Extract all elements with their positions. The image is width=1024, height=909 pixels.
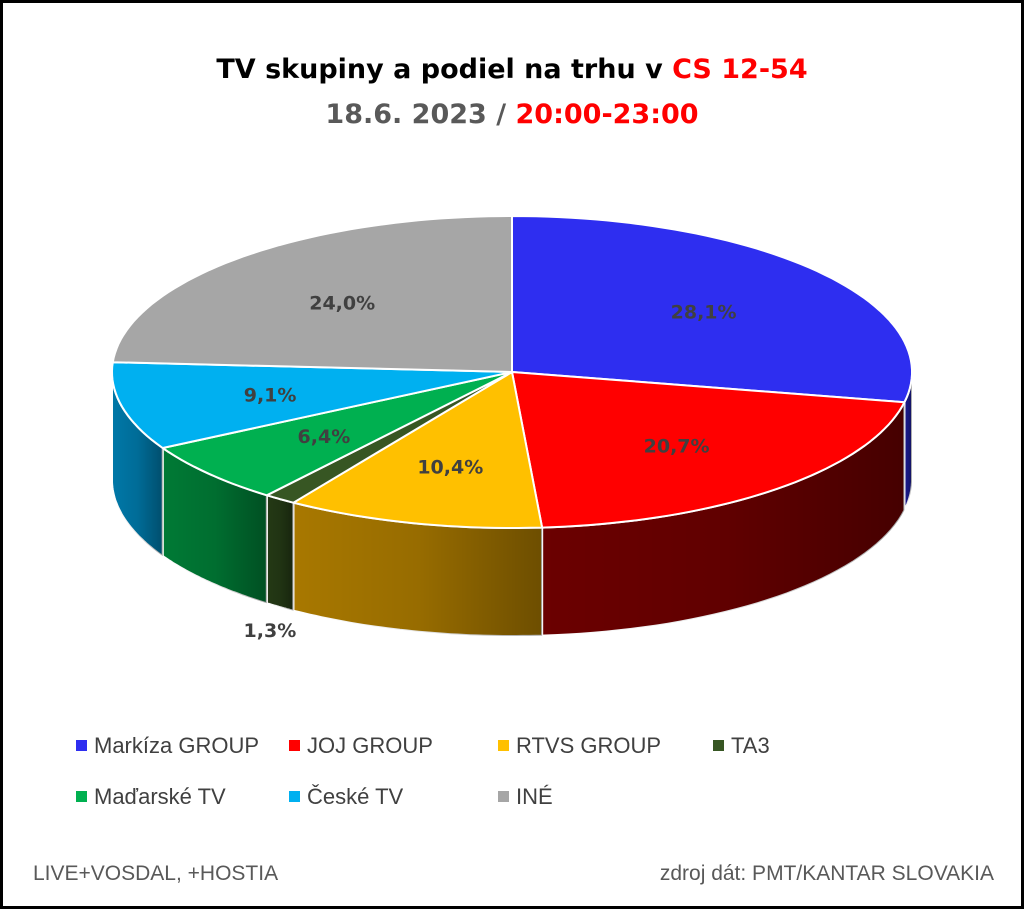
pie-tops	[111, 215, 913, 529]
legend-swatch-madarske-tv	[76, 791, 87, 802]
legend-label-ceske-tv: České TV	[307, 784, 404, 809]
data-label-ceske-tv: 9,1%	[244, 384, 297, 406]
chart-subtitle-part-2: 20:00-23:00	[516, 99, 699, 130]
legend-label-madarske-tv: Maďarské TV	[94, 784, 226, 809]
legend-swatch-joj-group	[289, 740, 300, 751]
pie-side-rtvs-group-shade	[293, 502, 543, 636]
pie-slice-madarske-tv	[161, 371, 513, 497]
legend-swatch-markiza-group	[76, 740, 87, 751]
pie-side-ceske-tv-shade	[112, 372, 163, 556]
legend-swatch-ceske-tv	[289, 791, 300, 802]
data-label-madarske-tv: 6,4%	[298, 426, 351, 448]
footer-left-note: LIVE+VOSDAL, +HOSTIA	[33, 862, 279, 885]
pie-side-markiza-group-shade	[904, 372, 912, 511]
legend-label-joj-group: JOJ GROUP	[307, 733, 433, 758]
chart-subtitle-part-1: 18.6. 2023 /	[325, 99, 515, 130]
pie-side-ta3-shade	[266, 495, 294, 611]
pie-slice-ta3	[265, 371, 513, 504]
data-label-ine: 24,0%	[309, 293, 375, 315]
legend-swatch-ta3	[713, 740, 724, 751]
chart-title-part-2: CS 12-54	[672, 54, 808, 85]
pie-side-joj-group-shade	[542, 402, 905, 636]
legend-swatch-ine	[498, 791, 509, 802]
footer-source-note: zdroj dát: PMT/KANTAR SLOVAKIA	[659, 862, 994, 885]
chart-title: TV skupiny a podiel na trhu v CS 12-54	[216, 54, 807, 85]
pie-sides	[111, 372, 913, 637]
legend-label-ta3: TA3	[731, 733, 770, 758]
pie-slice-ceske-tv	[111, 361, 513, 449]
data-label-rtvs-group: 10,4%	[417, 457, 483, 479]
pie-slice-markiza-group	[511, 215, 913, 404]
legend-label-ine: INÉ	[516, 784, 553, 809]
chart-title-part-1: TV skupiny a podiel na trhu v	[216, 54, 672, 85]
pie-slice-joj-group	[511, 371, 906, 529]
chart-subtitle: 18.6. 2023 / 20:00-23:00	[325, 99, 698, 130]
pie-slice-ine	[111, 215, 513, 373]
data-label-ta3: 1,3%	[244, 620, 297, 642]
legend-label-markiza-group: Markíza GROUP	[94, 733, 259, 758]
legend: Markíza GROUP JOJ GROUP RTVS GROUP TA3 Maďar…	[76, 733, 770, 809]
data-label-markiza-group: 28,1%	[671, 302, 737, 324]
legend-label-rtvs-group: RTVS GROUP	[516, 733, 661, 758]
pie-labels: 28,1% 20,7% 10,4% 1,3% 6,4%9,1% 24,0%	[244, 293, 737, 643]
pie-slice-rtvs-group	[292, 371, 544, 529]
legend-swatch-rtvs-group	[498, 740, 509, 751]
data-label-joj-group: 20,7%	[644, 435, 710, 457]
